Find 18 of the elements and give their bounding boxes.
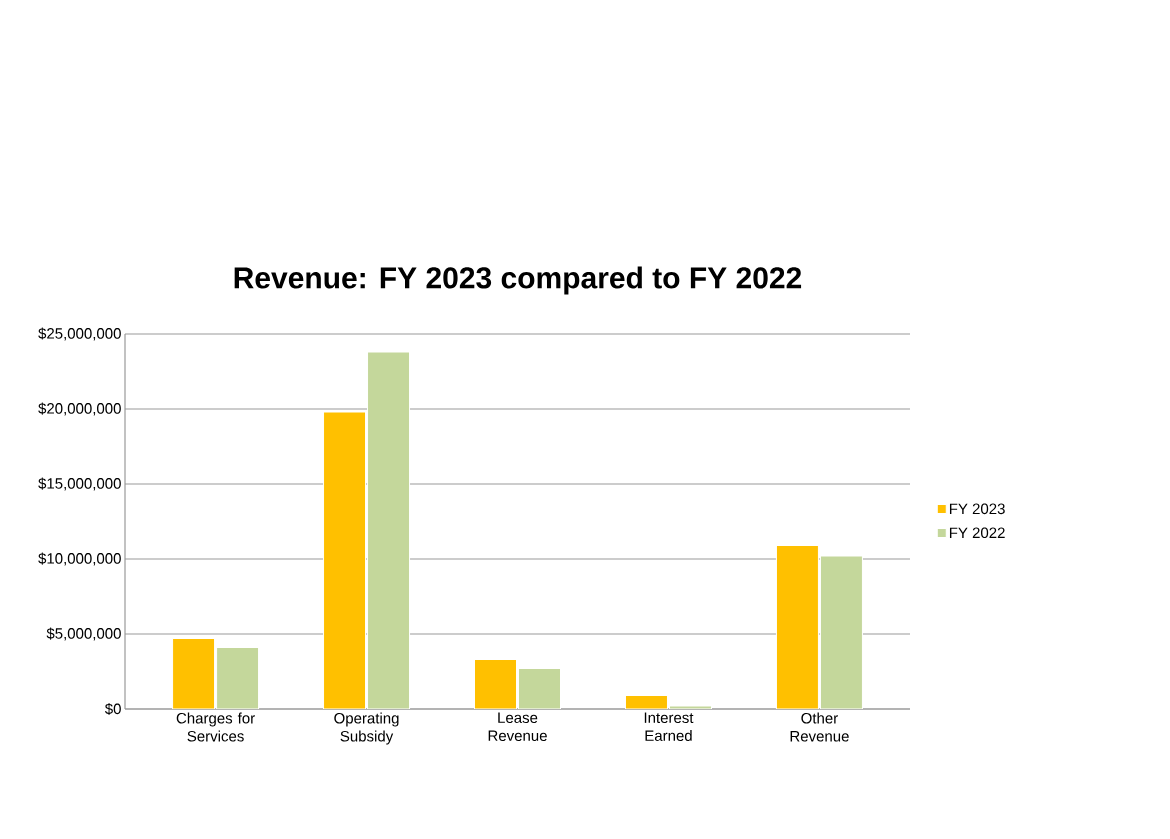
y-tick-label: $10,000,000 <box>38 552 121 566</box>
y-tick-label: $15,000,000 <box>38 477 121 491</box>
bar <box>474 659 517 709</box>
legend-label: FY 2023 <box>949 503 1005 515</box>
y-tick-label: $0 <box>104 702 121 716</box>
x-tick-label: Interest Earned <box>644 712 694 741</box>
x-tick-label: Other Revenue <box>790 712 849 742</box>
y-tick-label: $20,000,000 <box>38 402 121 416</box>
x-tick-label: Lease Revenue <box>488 712 547 741</box>
y-tick-label: $25,000,000 <box>38 327 121 341</box>
bar <box>775 545 819 709</box>
legend-label: FY 2022 <box>949 527 1005 539</box>
x-tick-label: Operating Subsidy <box>334 712 399 745</box>
chart-title: Revenue: FY 2023 compared to FY 2022 <box>234 266 802 295</box>
x-tick-label: Charges for Services <box>176 712 255 742</box>
y-tick-label: $5,000,000 <box>46 627 121 641</box>
bar <box>323 411 367 709</box>
bar <box>172 638 216 709</box>
